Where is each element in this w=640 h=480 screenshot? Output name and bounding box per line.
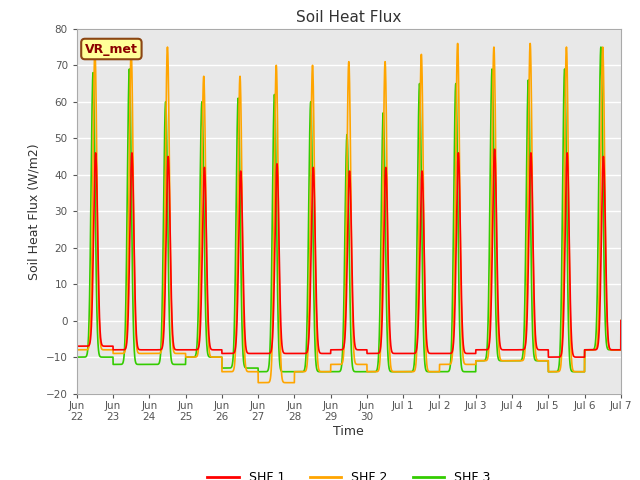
SHF 2 bbox=[534, 358, 542, 363]
Text: VR_met: VR_met bbox=[85, 43, 138, 56]
SHF 3 bbox=[283, 369, 291, 374]
SHF 1 bbox=[442, 350, 449, 356]
Line: SHF 1: SHF 1 bbox=[77, 149, 640, 357]
SHF 1 bbox=[416, 236, 424, 242]
Title: Soil Heat Flux: Soil Heat Flux bbox=[296, 10, 401, 25]
SHF 1 bbox=[102, 343, 110, 349]
SHF 2 bbox=[254, 380, 262, 385]
SHF 1 bbox=[534, 347, 542, 352]
SHF 3 bbox=[534, 358, 542, 364]
SHF 1 bbox=[283, 350, 291, 356]
SHF 3 bbox=[597, 44, 605, 50]
Legend: SHF 1, SHF 2, SHF 3: SHF 1, SHF 2, SHF 3 bbox=[202, 467, 495, 480]
SHF 3 bbox=[73, 354, 81, 360]
SHF 2 bbox=[526, 41, 534, 47]
SHF 1 bbox=[491, 146, 499, 152]
Y-axis label: Soil Heat Flux (W/m2): Soil Heat Flux (W/m2) bbox=[28, 143, 40, 279]
SHF 2 bbox=[102, 347, 110, 353]
SHF 1 bbox=[73, 343, 81, 349]
SHF 1 bbox=[545, 354, 552, 360]
SHF 3 bbox=[288, 369, 296, 374]
SHF 3 bbox=[102, 354, 110, 360]
SHF 2 bbox=[73, 347, 81, 353]
X-axis label: Time: Time bbox=[333, 425, 364, 438]
Line: SHF 3: SHF 3 bbox=[77, 47, 640, 372]
SHF 2 bbox=[442, 361, 449, 367]
SHF 1 bbox=[503, 347, 511, 353]
SHF 3 bbox=[503, 358, 511, 364]
SHF 2 bbox=[417, 98, 424, 104]
SHF 3 bbox=[417, 97, 424, 103]
SHF 2 bbox=[283, 380, 291, 385]
SHF 3 bbox=[442, 369, 449, 374]
Line: SHF 2: SHF 2 bbox=[77, 44, 640, 383]
SHF 2 bbox=[503, 358, 511, 364]
